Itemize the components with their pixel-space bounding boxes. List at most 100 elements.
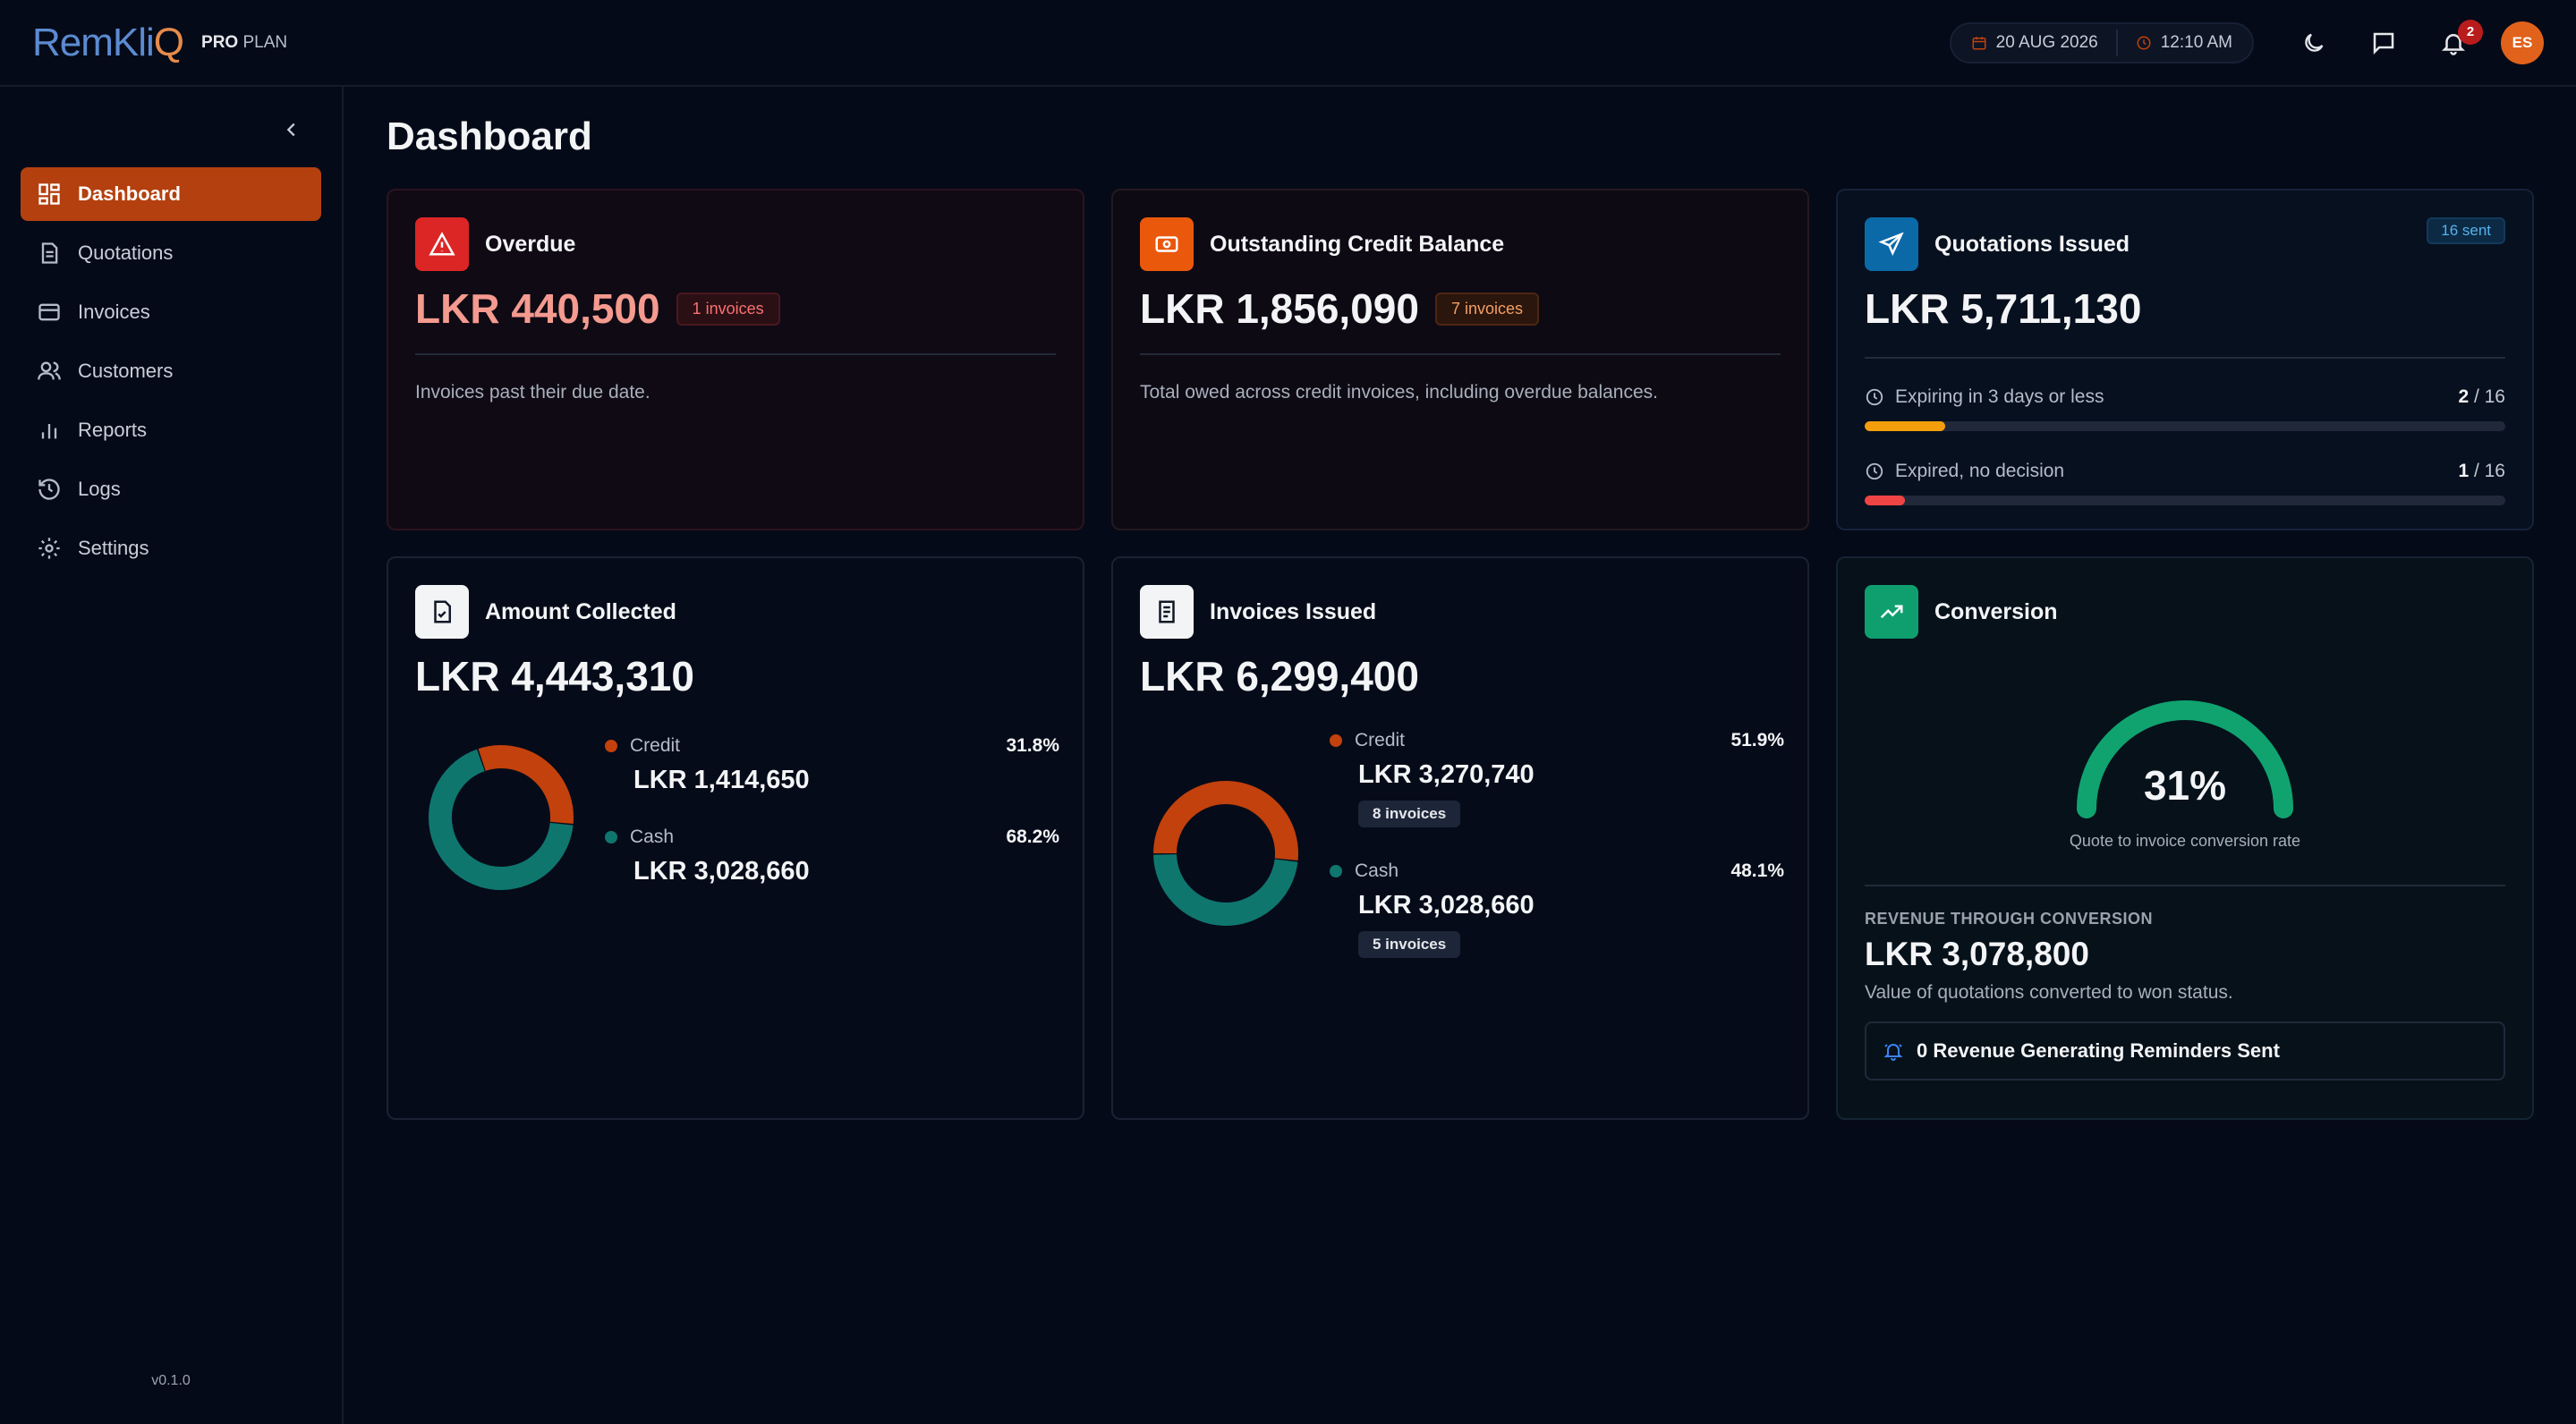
outstanding-credit-card[interactable]: Outstanding Credit Balance LKR 1,856,090… <box>1111 189 1809 530</box>
quotations-amount: LKR 5,711,130 <box>1865 285 2142 332</box>
sidebar-nav: Dashboard Quotations Invoices Customers … <box>21 167 321 581</box>
invoices-issued-card[interactable]: Invoices Issued LKR 6,299,400 Credit 51.… <box>1111 556 1809 1120</box>
clock-icon <box>2137 36 2151 49</box>
sidebar-item-label: Logs <box>78 478 121 500</box>
sidebar-item-label: Invoices <box>78 301 150 323</box>
quotations-card[interactable]: 16 sent Quotations Issued LKR 5,711,130 … <box>1836 189 2534 530</box>
sidebar-item-dashboard[interactable]: Dashboard <box>21 167 321 221</box>
brand: RemKliQ PRO PLAN <box>32 20 287 64</box>
expired-count-total: / 16 <box>2469 461 2505 481</box>
credit-card-icon <box>38 303 60 321</box>
cash-icon <box>1140 217 1194 271</box>
sidebar-item-settings[interactable]: Settings <box>21 521 321 575</box>
outstanding-invoice-count: 7 invoices <box>1434 292 1540 326</box>
calendar-icon <box>1972 36 1986 49</box>
credit-dot <box>605 740 617 752</box>
date-text: 20 AUG 2026 <box>1995 32 2098 52</box>
card-title: Outstanding Credit Balance <box>1210 231 1505 257</box>
revenue-value: LKR 3,078,800 <box>1865 936 2089 972</box>
bar-chart-icon <box>41 424 57 439</box>
legend-value: LKR 1,414,650 <box>633 766 810 794</box>
send-icon <box>1865 217 1918 271</box>
issued-slice-cash <box>1153 853 1298 926</box>
sidebar-item-customers[interactable]: Customers <box>21 344 321 398</box>
sidebar-item-quotations[interactable]: Quotations <box>21 226 321 280</box>
app-logo[interactable]: RemKliQ <box>32 20 184 64</box>
collected-legend: Credit 31.8% LKR 1,414,650 Cash 68.2% LK… <box>605 735 1059 918</box>
time-text: 12:10 AM <box>2160 32 2232 52</box>
plan-tier: PRO <box>201 32 239 52</box>
user-avatar[interactable]: ES <box>2501 21 2544 64</box>
users-icon <box>38 361 61 380</box>
sidebar-item-logs[interactable]: Logs <box>21 462 321 516</box>
notifications-button[interactable]: 2 <box>2419 16 2488 70</box>
quotation-progress: Expiring in 3 days or less 2 / 16 Expire… <box>1865 384 2505 505</box>
credit-invoice-count: 8 invoices <box>1358 801 1461 827</box>
expired-progress-bar <box>1865 496 2505 505</box>
collected-slice-credit <box>478 745 574 825</box>
sidebar-item-label: Quotations <box>78 242 174 264</box>
document-icon <box>41 242 58 264</box>
file-check-icon <box>415 585 469 639</box>
quotations-sent-badge: 16 sent <box>2427 217 2505 244</box>
sidebar: Dashboard Quotations Invoices Customers … <box>0 87 344 1424</box>
gauge-arc <box>2077 700 2293 818</box>
overdue-card[interactable]: Overdue LKR 440,500 1 invoices Invoices … <box>387 189 1084 530</box>
expiring-count-value: 2 <box>2458 386 2470 407</box>
card-title: Quotations Issued <box>1934 231 2130 257</box>
clock-icon <box>1866 462 1883 480</box>
issued-slice-credit <box>1153 781 1298 861</box>
collapse-sidebar-button[interactable] <box>277 115 306 144</box>
sidebar-item-label: Dashboard <box>78 182 181 205</box>
expired-count: 1 / 16 <box>2458 461 2505 482</box>
logo-text: RemKli <box>32 20 155 64</box>
reminders-sent-box[interactable]: 0 Revenue Generating Reminders Sent <box>1865 1021 2505 1081</box>
revenue-section: REVENUE THROUGH CONVERSION LKR 3,078,800… <box>1865 885 2505 1081</box>
legend-item-cash: Cash 48.1% LKR 3,028,660 5 invoices <box>1330 860 1784 991</box>
expiring-count: 2 / 16 <box>2458 386 2505 408</box>
revenue-label: REVENUE THROUGH CONVERSION <box>1865 910 2154 928</box>
expiring-progress-bar <box>1865 421 2505 431</box>
bell-icon <box>2441 33 2466 55</box>
datetime-pill: 20 AUG 2026 12:10 AM <box>1949 21 2254 64</box>
revenue-description: Value of quotations converted to won sta… <box>1865 982 2233 1003</box>
gear-icon <box>38 538 60 559</box>
messages-button[interactable] <box>2349 16 2419 70</box>
receipt-icon <box>1140 585 1194 639</box>
legend-label: Credit <box>630 735 681 756</box>
legend-value: LKR 3,028,660 <box>1358 891 1535 920</box>
expired-progress-fill <box>1865 496 1905 505</box>
header-actions: 20 AUG 2026 12:10 AM 2 ES <box>1949 16 2544 70</box>
gauge-caption: Quote to invoice conversion rate <box>2069 832 2301 850</box>
card-title: Amount Collected <box>485 598 676 624</box>
trending-up-icon <box>1865 585 1918 639</box>
expired-count-value: 1 <box>2458 461 2470 481</box>
overdue-description: Invoices past their due date. <box>415 382 650 403</box>
page-title: Dashboard <box>387 114 592 158</box>
dashboard-icon <box>38 183 60 205</box>
theme-toggle-button[interactable] <box>2279 16 2349 70</box>
issued-amount: LKR 6,299,400 <box>1140 653 1419 699</box>
legend-percent: 31.8% <box>1006 735 1059 756</box>
amount-collected-card[interactable]: Amount Collected LKR 4,443,310 Credit 31… <box>387 556 1084 1120</box>
history-icon <box>38 479 60 500</box>
conversion-card[interactable]: Conversion 31% Quote to invoice conversi… <box>1836 556 2534 1120</box>
conversion-rate: 31% <box>2144 762 2226 809</box>
top-bar: RemKliQ PRO PLAN 20 AUG 2026 12:10 AM 2 … <box>0 0 2576 87</box>
chevron-left-icon <box>286 123 295 137</box>
legend-item-credit: Credit 31.8% LKR 1,414,650 <box>605 735 1059 826</box>
sidebar-item-label: Settings <box>78 537 149 559</box>
cash-invoice-count: 5 invoices <box>1358 931 1461 958</box>
sidebar-item-reports[interactable]: Reports <box>21 403 321 457</box>
reminders-text: 0 Revenue Generating Reminders Sent <box>1917 1039 2280 1062</box>
legend-percent: 68.2% <box>1006 826 1059 847</box>
divider <box>1865 885 2505 886</box>
card-title: Overdue <box>485 231 576 257</box>
collected-donut-chart <box>427 743 575 892</box>
chat-icon <box>2373 32 2394 55</box>
collected-slice-cash <box>429 749 574 890</box>
logo-accent: Q <box>153 20 184 64</box>
outstanding-description: Total owed across credit invoices, inclu… <box>1140 382 1658 403</box>
sidebar-item-invoices[interactable]: Invoices <box>21 285 321 339</box>
datetime-separator <box>2115 29 2118 56</box>
